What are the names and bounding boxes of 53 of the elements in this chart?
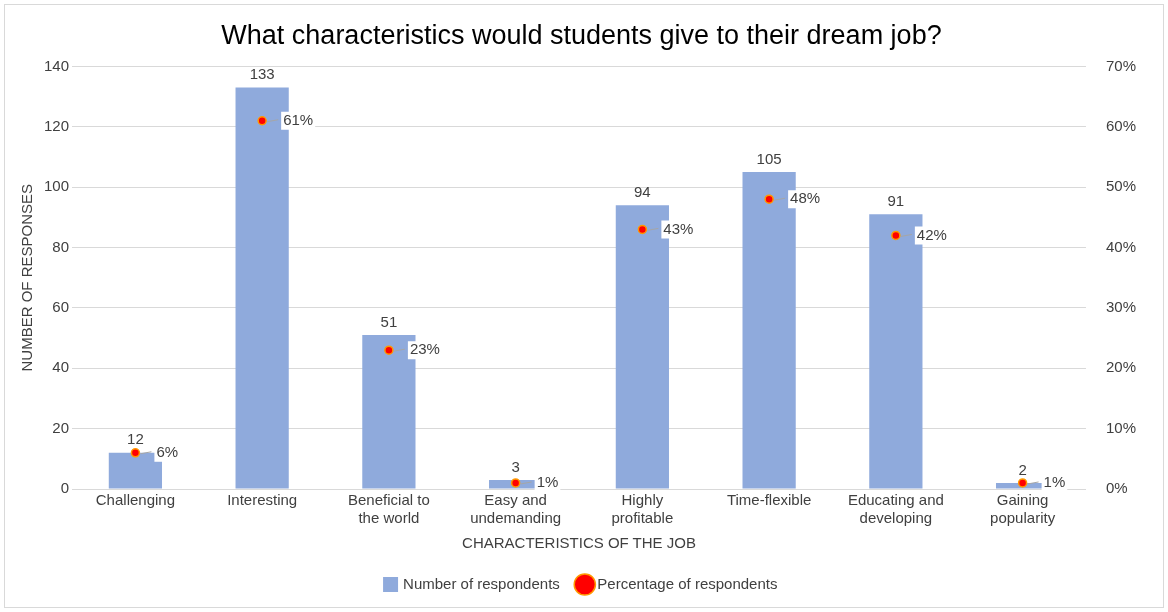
chart-title: What characteristics would students give to their dream job? — [221, 19, 942, 50]
data-label: 1% — [536, 473, 559, 491]
data-label: 105 — [756, 149, 782, 167]
data-label: 12 — [127, 430, 144, 448]
y2-tick-label: 70% — [1105, 56, 1137, 74]
data-label: 1% — [1043, 473, 1066, 491]
y-tick-label: 20 — [52, 418, 70, 436]
y2-tick-label: 30% — [1105, 298, 1137, 316]
x-tick-label: Challenging — [95, 491, 176, 509]
y-tick-label: 80 — [52, 237, 70, 255]
data-label: 48% — [790, 189, 821, 207]
point — [510, 478, 521, 488]
y-tick-label: 120 — [44, 116, 70, 134]
y2-tick-label: 20% — [1105, 358, 1137, 376]
data-label: 94 — [634, 182, 651, 200]
y-tick-label: 140 — [44, 56, 70, 74]
data-label: 42% — [916, 225, 947, 243]
point — [637, 224, 648, 235]
data-label: 91 — [887, 191, 905, 209]
data-label: 133 — [249, 65, 275, 83]
legend-label: Percentage of respondents — [597, 574, 778, 592]
point — [130, 448, 141, 458]
point — [764, 194, 774, 204]
point — [891, 230, 901, 241]
data-label: 43% — [663, 219, 694, 237]
y2-tick-label: 50% — [1105, 177, 1137, 195]
data-label: 2 — [1018, 460, 1027, 478]
y2-tick-label: 0% — [1105, 479, 1128, 497]
data-label: 6% — [156, 442, 179, 460]
data-label: 3 — [511, 457, 520, 475]
y-tick-label: 0 — [60, 479, 70, 497]
legend-label: Number of respondents — [403, 574, 560, 592]
x-axis-title: CHARACTERISTICS OF THE JOB — [462, 534, 696, 552]
data-label: 23% — [409, 340, 440, 358]
data-label: 61% — [283, 110, 314, 128]
point — [384, 345, 394, 355]
x-tick-label: Easy and undemanding — [470, 491, 562, 527]
x-tick-label: Highly profitable — [611, 491, 674, 527]
y-tick-label: 60 — [52, 298, 70, 316]
y-tick-label: 100 — [44, 177, 70, 195]
x-tick-label: Educating and developing — [847, 491, 944, 527]
y2-tick-label: 60% — [1105, 116, 1137, 134]
data-label: 51 — [380, 312, 398, 330]
x-tick-label: Interesting — [227, 491, 298, 509]
point — [1017, 478, 1028, 488]
y2-tick-label: 40% — [1105, 237, 1137, 255]
x-tick-label: Gaining popularity — [990, 491, 1056, 527]
x-tick-label: Beneficial to the world — [348, 491, 430, 527]
point — [257, 115, 267, 126]
y-tick-label: 40 — [52, 358, 70, 376]
y-axis-title: NUMBER OF RESPONSES — [18, 183, 36, 372]
x-tick-label: Time-flexible — [726, 491, 812, 509]
y2-tick-label: 10% — [1105, 418, 1137, 436]
